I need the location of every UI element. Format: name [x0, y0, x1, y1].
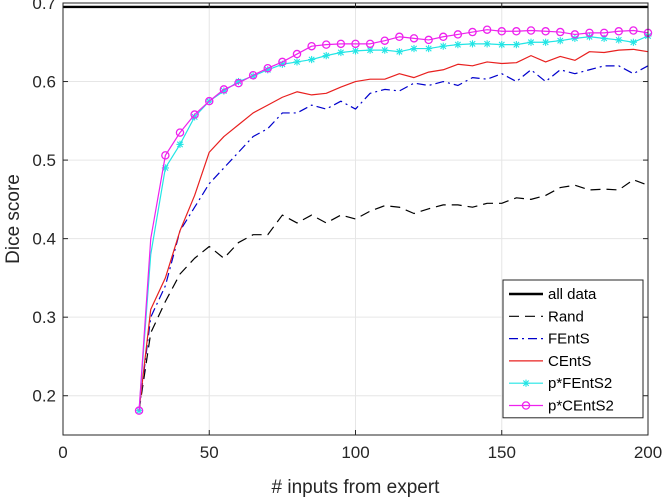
series-rand: [138, 179, 649, 411]
series-p-cents2-marker: [219, 85, 229, 94]
x-axis-title: # inputs from expert: [272, 477, 441, 498]
series-p-cents2-marker: [278, 57, 287, 67]
y-tick-label: 0.3: [32, 308, 56, 327]
series-p-fents2-marker: [322, 52, 330, 60]
legend-box: [502, 279, 644, 419]
legend-label: p*FEntS2: [548, 375, 612, 392]
series-p-fents2-marker: [527, 38, 535, 46]
series-p-fents2-marker: [395, 48, 403, 56]
legend-entry-p-fents2: p*FEntS2: [509, 375, 612, 392]
series-p-fents2-marker: [351, 47, 360, 55]
legend-label: FEntS: [548, 331, 590, 348]
series-p-cents2-marker: [336, 39, 346, 49]
series-p-cents2-marker: [134, 406, 144, 415]
series-p-cents2-marker: [438, 32, 448, 42]
series-p-cents2-marker: [424, 35, 433, 45]
series-p-cents2-marker: [292, 49, 302, 59]
series-p-cents2-marker: [599, 28, 609, 38]
series-p-fents2-marker: [498, 41, 506, 49]
series-p-cents2-marker: [365, 39, 375, 49]
series-p-fents2-marker: [410, 44, 418, 53]
series-p-cents2-marker: [409, 34, 419, 43]
series-p-fents2-marker: [512, 41, 520, 49]
series-rand-line: [138, 179, 649, 411]
series-p-cents2-marker: [497, 27, 506, 36]
series-p-cents2-marker: [629, 26, 638, 35]
series-p-cents2-marker: [307, 41, 316, 51]
legend-entry-rand: Rand: [509, 308, 584, 325]
series-p-fents2: [135, 32, 652, 415]
x-tick-label: 200: [634, 443, 662, 462]
series-p-cents2-marker: [526, 26, 536, 35]
x-tick-label: 100: [341, 443, 369, 462]
legend-entry-p-cents2: p*CEntS2: [509, 398, 614, 415]
series-p-cents2-marker: [248, 71, 258, 80]
series-p-cents2-marker: [541, 27, 550, 36]
series-p-fents2-marker: [337, 48, 345, 57]
series-p-fents2-marker: [293, 58, 301, 66]
series-p-fents2-marker: [439, 42, 447, 50]
series-p-cents2-marker: [556, 27, 565, 37]
series-p-cents2-marker: [380, 36, 389, 45]
series-lines: [63, 5, 653, 415]
legend-label: p*CEntS2: [548, 398, 614, 415]
series-p-fents2-marker: [483, 40, 491, 48]
series-p-cents2-marker: [395, 32, 404, 42]
series-p-fents2-marker: [308, 55, 316, 64]
x-tick-label: 150: [488, 443, 516, 462]
series-p-cents2-marker: [570, 30, 580, 39]
series-p-fents2-marker: [542, 38, 550, 46]
legend-label: all data: [548, 286, 597, 303]
y-tick-label: 0.4: [32, 230, 56, 249]
series-p-cents2-marker: [482, 25, 492, 34]
series-p-fents2-marker: [381, 46, 389, 54]
series-p-fents2-marker: [176, 140, 184, 148]
y-tick-label: 0.5: [32, 151, 56, 170]
series-p-fents2-marker: [366, 46, 374, 54]
series-p-fents2-marker: [454, 41, 462, 49]
legend-marker: [521, 401, 531, 410]
series-p-cents2-marker: [351, 39, 360, 49]
legend-entry-cents: CEntS: [509, 353, 591, 370]
series-p-cents2: [134, 25, 653, 415]
series-p-cents2-marker: [512, 27, 521, 36]
y-axis-title: Dice score: [3, 174, 24, 264]
y-tick-label: 0.2: [32, 387, 56, 406]
legend-marker: [522, 379, 530, 387]
series-p-cents2-marker: [453, 30, 463, 39]
series-p-fents2-marker: [425, 44, 433, 53]
series-p-cents2-marker: [234, 78, 243, 88]
legend-entry-fents: FEntS: [509, 331, 590, 348]
x-tick-label: 0: [58, 443, 67, 462]
series-p-cents2-marker: [614, 27, 624, 36]
y-tick-label: 0.6: [32, 73, 56, 92]
series-p-cents2-marker: [161, 151, 170, 160]
series-p-cents2-marker: [190, 110, 199, 119]
series-p-cents2-marker: [321, 40, 331, 49]
series-p-cents2-marker: [204, 96, 214, 106]
y-tick-label: 0.7: [32, 0, 56, 13]
series-p-cents2-marker: [468, 27, 477, 37]
series-p-fents2-marker: [556, 37, 564, 45]
series-p-fents2-marker: [468, 40, 477, 48]
series-p-cents2-marker: [175, 128, 185, 137]
series-p-fents2-marker: [615, 36, 623, 44]
legend-label: Rand: [548, 308, 584, 325]
legend-label: CEntS: [548, 353, 591, 370]
legend-entry-all-data: all data: [509, 286, 597, 303]
series-cents-line: [138, 48, 649, 411]
axis-ticks: 0 50 100 150 200 0.2 0.3 0.4 0.5 0.6 0.7: [32, 0, 662, 462]
series-p-cents2-marker: [263, 63, 272, 73]
series-p-cents2-marker: [585, 28, 594, 38]
series-cents: [138, 48, 649, 411]
series-p-fents2-marker: [629, 38, 637, 46]
x-tick-label: 50: [200, 443, 219, 462]
legend: all data Rand FEntS CEntS p*FEntS2 p*CEntS2: [502, 279, 644, 419]
